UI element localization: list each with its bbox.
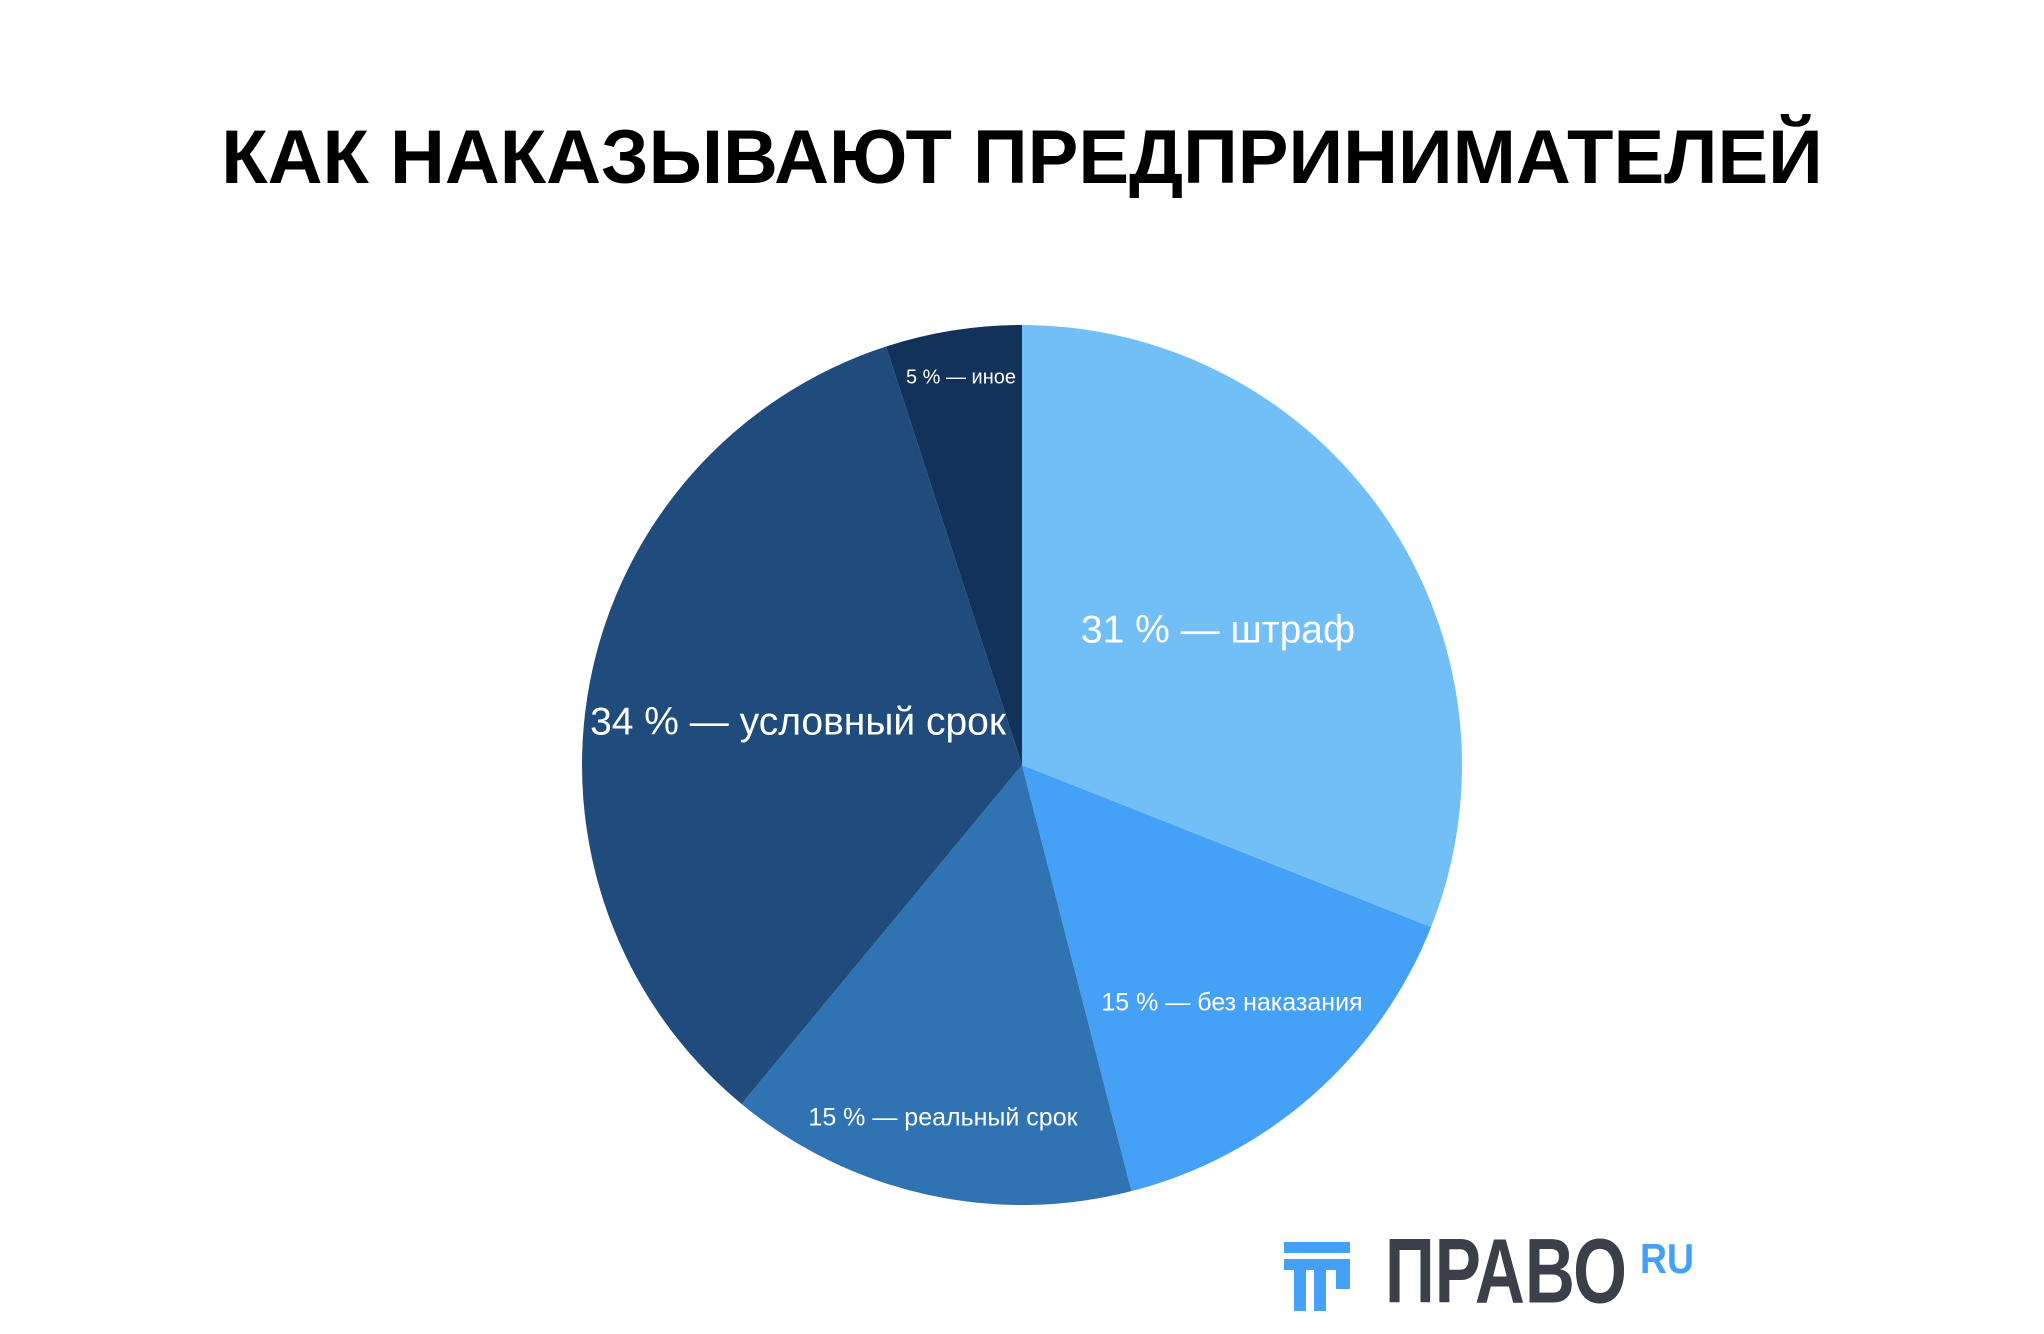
logo-stripe	[1284, 1242, 1350, 1253]
logo-text: ПРАВО	[1385, 1220, 1627, 1322]
slice-label: 15 % — реальный срок	[808, 1104, 1078, 1132]
slice-label: 15 % — без наказания	[1101, 989, 1362, 1017]
slice-label: 34 % — условный срок	[590, 700, 1007, 743]
logo-icon	[1284, 1242, 1350, 1311]
slice-label: 5 % — иное	[906, 366, 1016, 388]
slice-label: 31 % — штраф	[1081, 608, 1355, 651]
logo-stripe	[1294, 1259, 1306, 1311]
pie-slice	[741, 765, 1132, 1205]
pie-slice	[582, 346, 1022, 1105]
logo-stripe	[1314, 1259, 1326, 1311]
pie-slice	[886, 325, 1022, 765]
chart-title: КАК НАКАЗЫВАЮТ ПРЕДПРИНИМАТЕЛЕЙ	[221, 114, 1823, 200]
pie-slice	[1022, 325, 1462, 927]
logo-suffix: RU	[1640, 1235, 1694, 1282]
logo-stripe	[1336, 1259, 1350, 1289]
pie-slice	[1022, 765, 1432, 1192]
